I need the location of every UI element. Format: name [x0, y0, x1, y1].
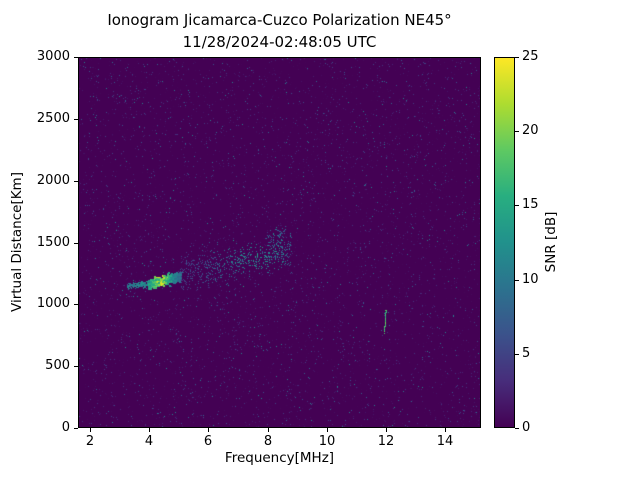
x-tick-label: 2 — [85, 434, 95, 449]
chart-subtitle: 11/28/2024-02:48:05 UTC — [182, 33, 377, 51]
x-tick-mark — [149, 428, 150, 432]
x-tick-label: 10 — [318, 434, 336, 449]
colorbar-tick-mark — [515, 280, 519, 281]
chart-title: Ionogram Jicamarca-Cuzco Polarization NE… — [107, 11, 452, 29]
x-tick-label: 4 — [144, 434, 154, 449]
x-tick-label: 14 — [436, 434, 454, 449]
x-tick-label: 8 — [263, 434, 273, 449]
colorbar-tick-label: 0 — [522, 420, 531, 435]
colorbar — [494, 57, 515, 428]
y-tick-label: 0 — [61, 420, 70, 435]
x-tick-mark — [386, 428, 387, 432]
colorbar-tick-label: 10 — [522, 272, 539, 287]
x-axis-label: Frequency[MHz] — [224, 450, 335, 466]
colorbar-tick-label: 15 — [522, 197, 539, 212]
y-tick-label: 2000 — [36, 173, 70, 188]
y-tick-mark — [74, 57, 78, 58]
x-tick-mark — [268, 428, 269, 432]
y-tick-label: 3000 — [36, 49, 70, 64]
y-axis-label: Virtual Distance[Km] — [9, 172, 25, 312]
colorbar-tick-label: 5 — [522, 346, 531, 361]
x-tick-label: 6 — [203, 434, 213, 449]
x-tick-label: 12 — [377, 434, 395, 449]
ionogram-heatmap-canvas — [78, 57, 481, 428]
y-tick-mark — [74, 428, 78, 429]
y-tick-label: 500 — [45, 358, 70, 373]
y-tick-mark — [74, 119, 78, 120]
x-tick-mark — [327, 428, 328, 432]
x-tick-mark — [445, 428, 446, 432]
colorbar-tick-label: 25 — [522, 49, 539, 64]
colorbar-label: SNR [dB] — [543, 211, 559, 273]
y-tick-label: 1500 — [36, 235, 70, 250]
colorbar-tick-mark — [515, 354, 519, 355]
x-tick-mark — [208, 428, 209, 432]
colorbar-tick-mark — [515, 205, 519, 206]
colorbar-tick-label: 20 — [522, 123, 539, 138]
y-tick-mark — [74, 304, 78, 305]
colorbar-tick-mark — [515, 428, 519, 429]
y-tick-label: 1000 — [36, 296, 70, 311]
x-tick-mark — [90, 428, 91, 432]
colorbar-tick-mark — [515, 131, 519, 132]
y-tick-label: 2500 — [36, 111, 70, 126]
y-tick-mark — [74, 243, 78, 244]
y-tick-mark — [74, 366, 78, 367]
colorbar-tick-mark — [515, 57, 519, 58]
y-tick-mark — [74, 181, 78, 182]
